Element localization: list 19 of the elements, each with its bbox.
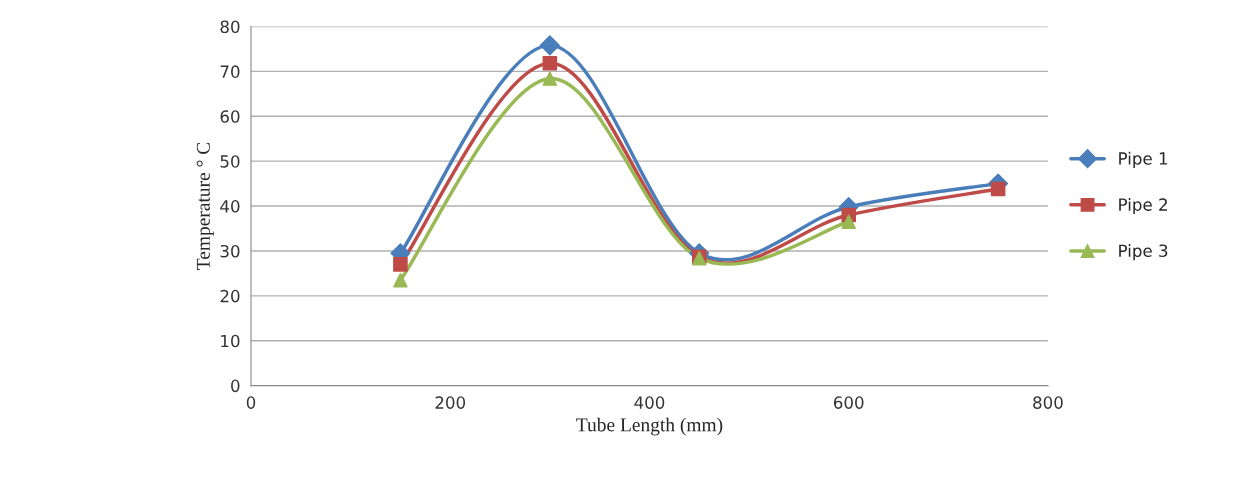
- y-tick-label: 0: [231, 379, 240, 393]
- x-tick-label: 400: [634, 396, 665, 409]
- x-tick-label: 0: [246, 396, 256, 409]
- y-tick-label: 70: [220, 65, 240, 78]
- legend-label: Pipe 1: [1119, 151, 1168, 168]
- y-tick-label: 60: [220, 110, 240, 123]
- x-axis-title: Tube Length (mm): [576, 417, 723, 436]
- y-tick-label: 30: [220, 244, 240, 258]
- y-tick-label: 80: [220, 20, 240, 34]
- y-tick-label: 50: [220, 155, 240, 168]
- x-tick-label: 600: [833, 396, 864, 409]
- x-tick-label: 800: [1033, 396, 1063, 409]
- x-tick-label: 200: [435, 396, 466, 409]
- legend-label: Pipe 3: [1119, 244, 1168, 261]
- y-tick-label: 20: [220, 289, 240, 303]
- y-tick-label: 40: [220, 200, 240, 213]
- y-tick-label: 10: [221, 334, 240, 348]
- legend-label: Pipe 2: [1119, 197, 1167, 215]
- y-axis-title: Temperature ° C: [196, 142, 214, 270]
